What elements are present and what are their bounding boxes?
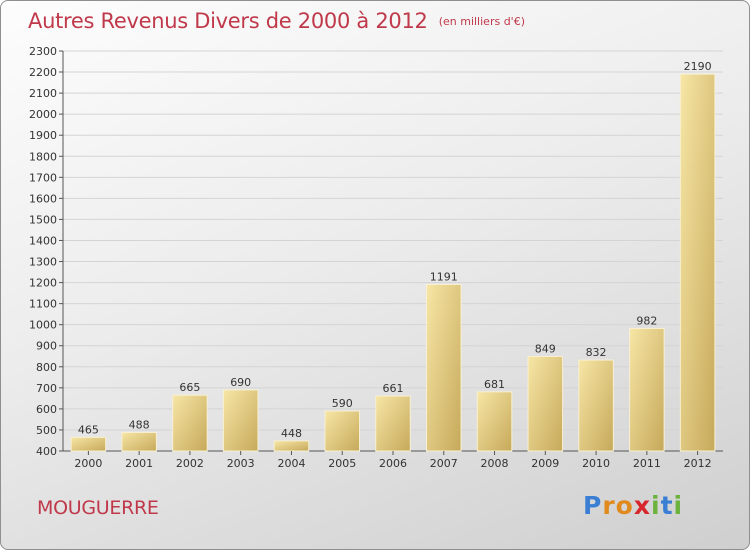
x-tick-label: 2010 (582, 457, 610, 470)
x-tick-label: 2005 (328, 457, 356, 470)
x-tick-label: 2004 (277, 457, 305, 470)
bar (679, 73, 716, 452)
data-label: 832 (586, 346, 607, 359)
data-label: 690 (230, 376, 251, 389)
y-tick-label: 2300 (29, 45, 57, 58)
y-tick-label: 1400 (29, 234, 57, 247)
data-label: 590 (332, 397, 353, 410)
bar (172, 394, 208, 452)
y-tick-labels: 400 500 600 700 800 900 1000 1100 1200 1300 1400 15… (29, 45, 57, 458)
y-tick-label: 1500 (29, 213, 57, 226)
bars (70, 73, 716, 452)
data-label: 982 (636, 314, 657, 327)
x-tick-label: 2009 (531, 457, 559, 470)
bar (222, 389, 259, 452)
y-tick-label: 2200 (29, 66, 57, 79)
bar (476, 391, 513, 452)
y-tick-label: 600 (36, 403, 57, 416)
data-label: 661 (383, 382, 404, 395)
chart-title-block: Autres Revenus Divers de 2000 à 2012 (en… (28, 9, 525, 33)
x-tick-label: 2002 (176, 457, 204, 470)
data-labels: 465 488 665 690 448 590 661 1191 681 849 832 982 219… (78, 60, 712, 440)
y-tick-label: 1300 (29, 256, 57, 269)
logo-letter: P (583, 491, 603, 520)
y-tick-label: 1800 (29, 150, 57, 163)
x-tick-label: 2006 (379, 457, 407, 470)
y-tick-label: 1100 (29, 298, 57, 311)
data-label: 681 (484, 378, 505, 391)
y-tick-label: 1200 (29, 277, 57, 290)
logo-letter: i (651, 491, 661, 520)
chart-subtitle: (en milliers d'€) (438, 15, 525, 28)
logo-letter: x (633, 491, 651, 520)
bar (426, 283, 462, 452)
data-label: 2190 (684, 60, 712, 73)
logo-letter: o (615, 491, 634, 520)
y-tick-label: 2000 (29, 108, 57, 121)
x-tick-labels: 2000 2001 2002 2003 2004 2005 2006 2007 2008 2009… (74, 451, 712, 470)
logo-letter: t (660, 491, 674, 520)
y-tick-label: 700 (36, 382, 57, 395)
x-tick-label: 2001 (125, 457, 153, 470)
x-tick-label: 2011 (633, 457, 661, 470)
bar (273, 440, 310, 452)
data-label: 665 (179, 381, 200, 394)
bar (121, 431, 157, 452)
data-label: 849 (535, 342, 556, 355)
x-tick-label: 2012 (684, 457, 712, 470)
data-label: 448 (281, 427, 302, 440)
y-tick-label: 1700 (29, 171, 57, 184)
bar (629, 327, 665, 452)
y-tick-label: 1600 (29, 192, 57, 205)
bar (527, 355, 564, 452)
y-tick-label: 800 (36, 361, 57, 374)
x-tick-label: 2000 (74, 457, 102, 470)
y-tick-label: 500 (36, 424, 57, 437)
bar (375, 395, 411, 452)
logo-letter: i (673, 491, 684, 520)
y-tick-label: 2100 (29, 87, 57, 100)
y-tick-label: 1000 (29, 319, 57, 332)
data-label: 1191 (430, 270, 458, 283)
data-label: 488 (129, 418, 150, 431)
bar (70, 436, 107, 452)
y-tick-label: 900 (36, 340, 57, 353)
y-tick-label: 1900 (29, 129, 57, 142)
chart-title: Autres Revenus Divers de 2000 à 2012 (28, 9, 428, 33)
data-label: 465 (78, 423, 99, 436)
x-tick-label: 2007 (430, 457, 458, 470)
logo-letter: r (602, 491, 616, 520)
bar (578, 359, 614, 452)
proxiti-logo: Proxiti (583, 491, 683, 520)
commune-name: MOUGUERRE (37, 497, 159, 519)
x-tick-label: 2003 (227, 457, 255, 470)
bar (324, 410, 360, 452)
y-tick-label: 400 (36, 445, 57, 458)
x-tick-label: 2008 (481, 457, 509, 470)
